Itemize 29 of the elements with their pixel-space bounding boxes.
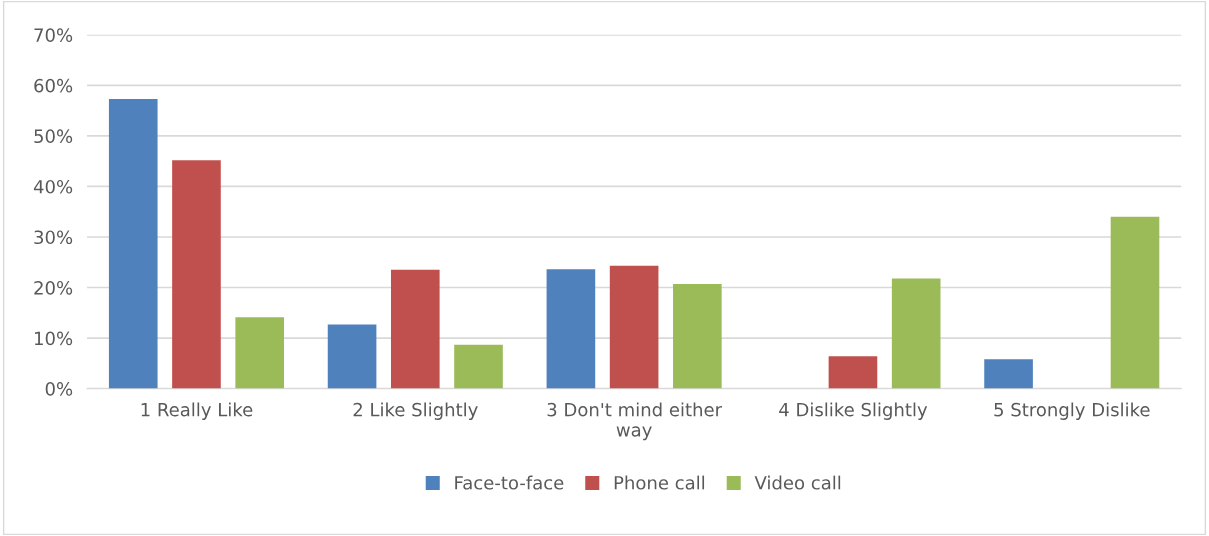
y-tick-label: 20% — [34, 280, 73, 295]
x-tick-label: 2 Like Slightly — [353, 402, 478, 420]
y-tick-label: 50% — [34, 129, 73, 144]
bar — [609, 265, 659, 389]
legend-label: Phone call — [614, 475, 705, 490]
bar — [984, 359, 1033, 389]
y-tick-label: 60% — [34, 78, 73, 93]
bar — [108, 99, 158, 389]
y-tick-label: 0% — [45, 382, 73, 396]
y-tick-label: 40% — [33, 179, 73, 194]
bar — [1110, 216, 1160, 389]
x-tick-label: 1 Really Like — [141, 402, 253, 420]
bar — [235, 317, 284, 389]
bar — [454, 344, 503, 389]
y-tick-label: 10% — [35, 331, 73, 346]
bar — [828, 356, 878, 389]
legend-label: Video call — [754, 475, 841, 490]
legend-label: Face-to-face — [455, 475, 564, 490]
bar — [673, 283, 722, 389]
x-tick-label: 5 Strongly Dislike — [994, 402, 1150, 420]
y-tick-label: 30% — [34, 230, 73, 245]
bar — [327, 324, 377, 389]
bar — [172, 160, 221, 389]
y-tick-label: 70% — [34, 28, 73, 42]
bar — [390, 269, 440, 389]
bar — [891, 278, 941, 389]
x-tick-label: 3 Don't mind either way — [547, 402, 723, 441]
bar — [546, 269, 596, 389]
x-tick-label: 4 Dislike Slightly — [779, 402, 928, 420]
